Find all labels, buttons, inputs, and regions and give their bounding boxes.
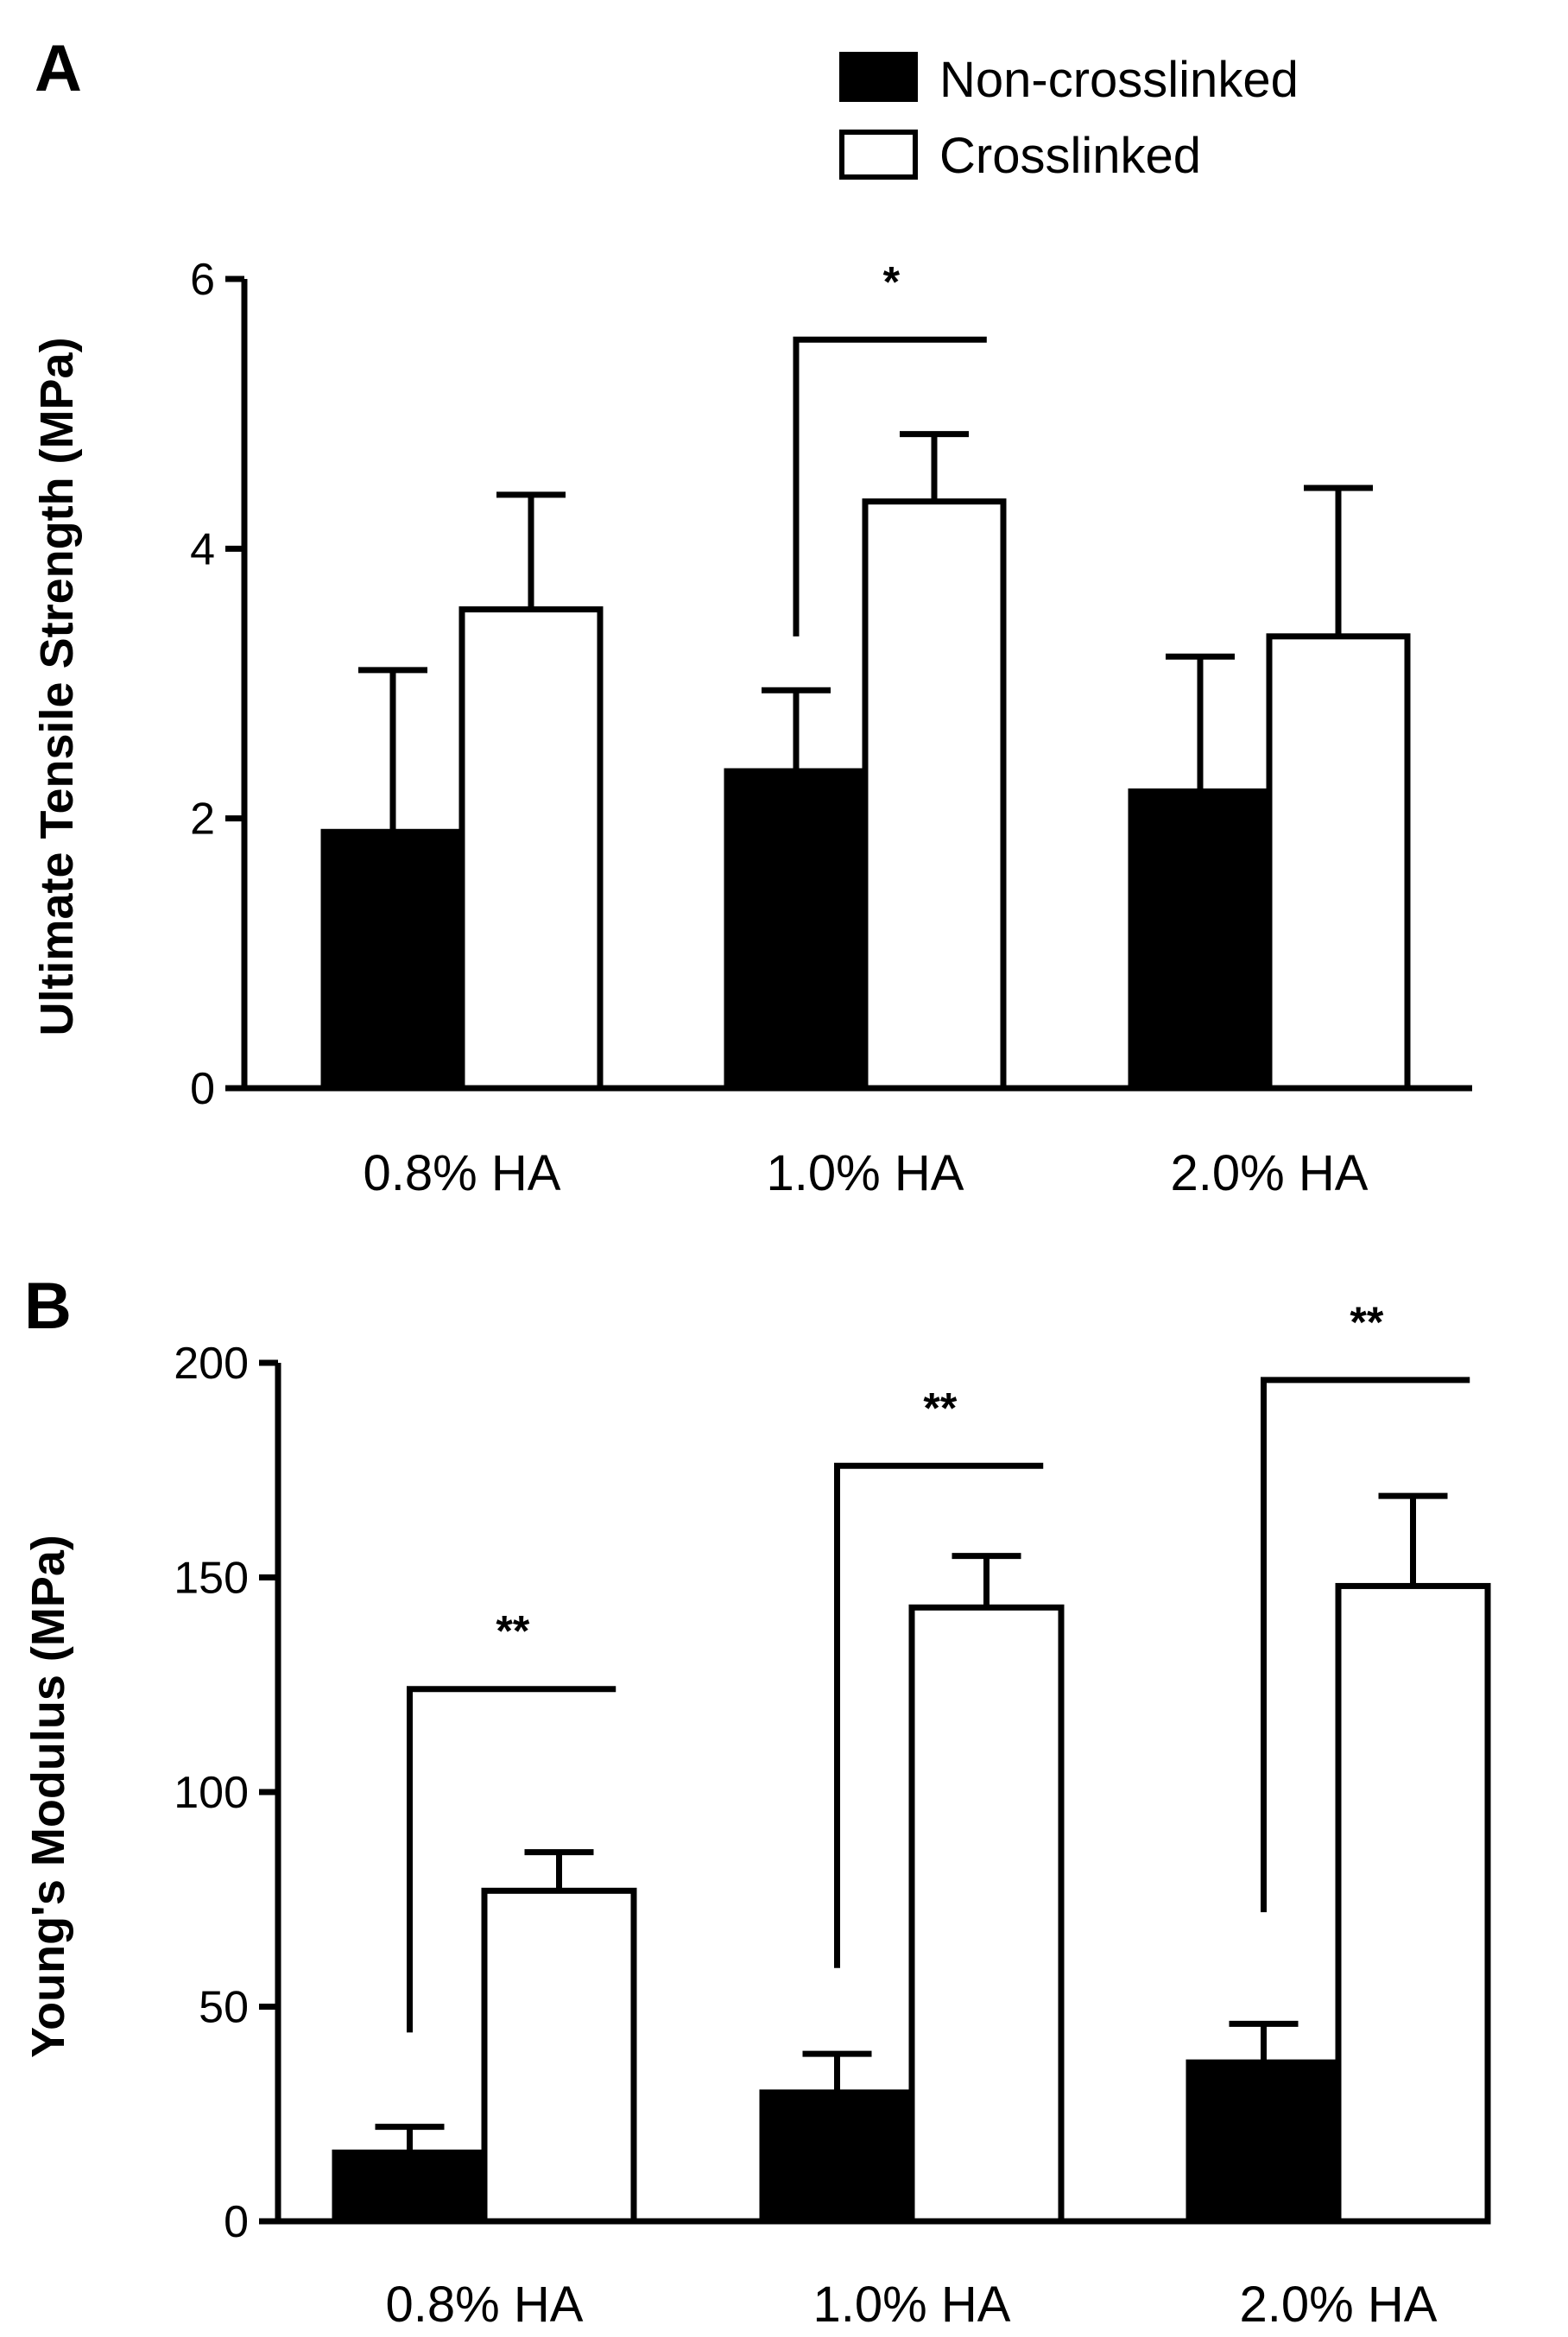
bar-b-crosslinked-2-0-ha [1335,1582,1491,2225]
y-tick-label-a-0: 0 [190,1064,215,1114]
panel-letter-b: B [24,1270,72,1343]
bar-b-non-crosslinked-1-0-ha [759,2089,915,2225]
legend-label-non-crosslinked: Non-crosslinked [939,52,1299,108]
y-tick-label-b-150: 150 [174,1554,249,1604]
significance-bracket-a-1-0-ha [793,336,987,636]
y-axis-title-b: Young's Modulus (MPa) [22,1535,74,2058]
y-tick-label-a-4: 4 [190,524,215,574]
y-tick-label-b-100: 100 [174,1768,249,1818]
panel-letter-a: A [35,32,82,105]
y-tick-label-a-6: 6 [190,255,215,305]
category-label-b-0-8-ha: 0.8% HA [386,2277,584,2333]
bar-b-crosslinked-0-8-ha [481,1887,637,2225]
category-label-a-0-8-ha: 0.8% HA [364,1145,561,1201]
significance-label-b-1-0-ha: ** [923,1384,957,1432]
significance-label-b-0-8-ha: ** [496,1607,529,1656]
y-tick-label-b-50: 50 [199,1983,249,2033]
y-tick-label-a-2: 2 [190,795,215,845]
significance-label-a-1-0-ha: * [883,257,901,306]
significance-bracket-b-1-0-ha [834,1462,1044,1968]
bar-a-non-crosslinked-1-0-ha [724,768,869,1092]
bar-a-non-crosslinked-0-8-ha [320,828,465,1092]
category-label-b-2-0-ha: 2.0% HA [1240,2277,1438,2333]
legend-swatch-crosslinked [839,130,918,180]
bar-b-non-crosslinked-0-8-ha [332,2149,488,2225]
bar-a-crosslinked-0-8-ha [458,606,604,1092]
bar-a-non-crosslinked-2-0-ha [1128,788,1273,1092]
bar-a-crosslinked-2-0-ha [1266,633,1411,1092]
category-label-a-1-0-ha: 1.0% HA [767,1145,964,1201]
plot-a: 0 2 4 6 0.8% HA 1.0% HA 2.0% HA * [190,255,1472,1201]
y-tick-label-b-200: 200 [174,1339,249,1389]
bar-b-non-crosslinked-2-0-ha [1185,2059,1342,2225]
plot-b: 0 50 100 150 200 0.8% HA 1.0% HA 2.0% HA ** ** ** [174,1298,1491,2333]
y-tick-label-b-0: 0 [224,2197,249,2247]
significance-bracket-b-2-0-ha [1261,1377,1470,1913]
legend: Non-crosslinked Crosslinked [839,52,1299,184]
category-label-b-1-0-ha: 1.0% HA [813,2277,1011,2333]
significance-bracket-b-0-8-ha [407,1686,616,2033]
significance-label-b-2-0-ha: ** [1350,1298,1383,1346]
legend-swatch-non-crosslinked [839,52,918,102]
bar-a-crosslinked-1-0-ha [862,498,1007,1092]
bar-b-crosslinked-1-0-ha [908,1604,1065,2225]
legend-label-crosslinked: Crosslinked [939,128,1201,184]
y-axis-title-a: Ultimate Tensile Strength (MPa) [31,337,83,1036]
category-label-a-2-0-ha: 2.0% HA [1171,1145,1369,1201]
